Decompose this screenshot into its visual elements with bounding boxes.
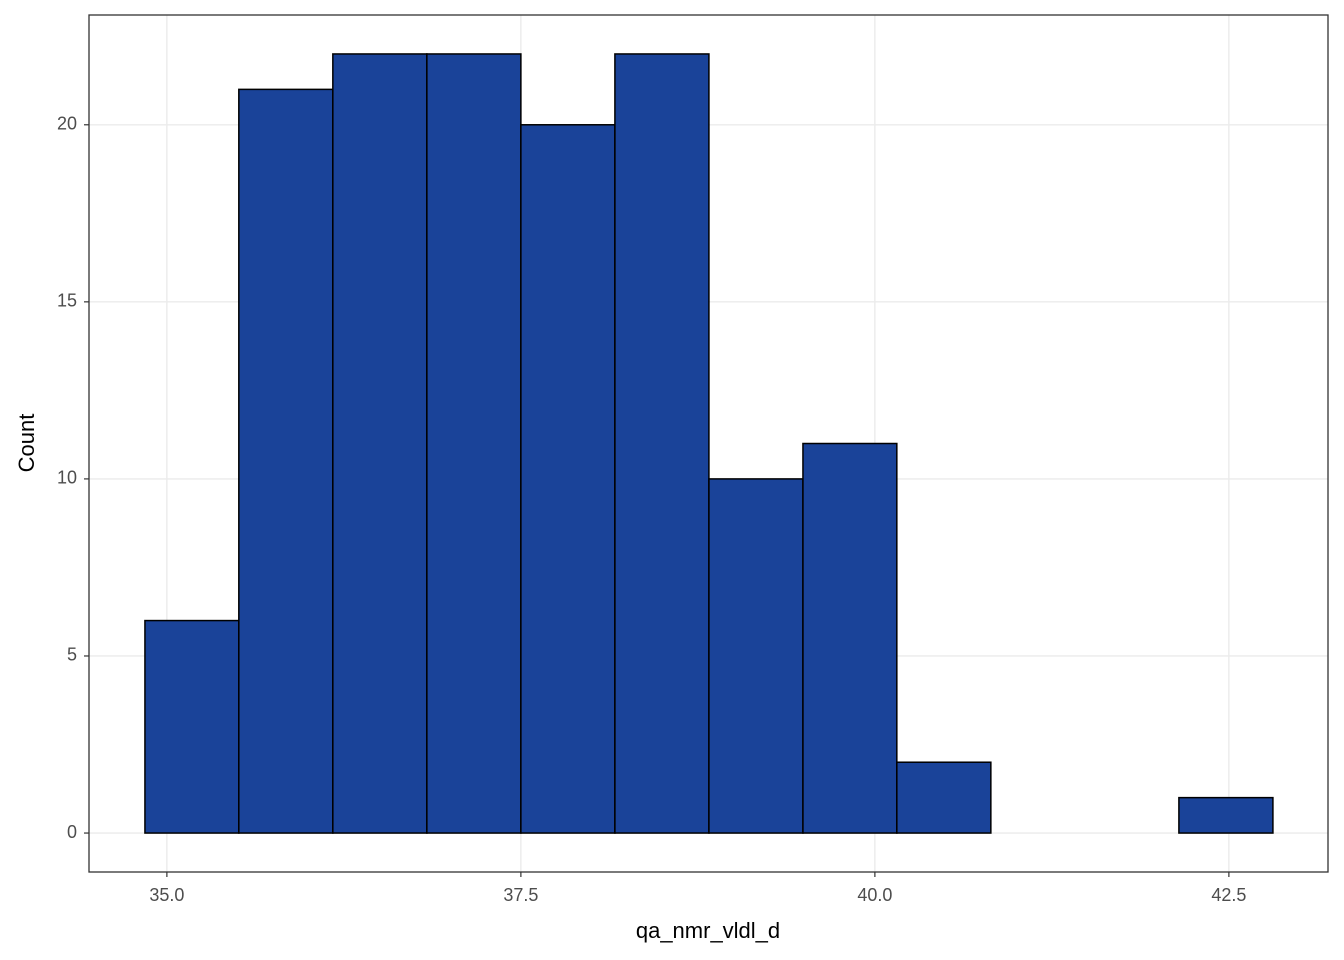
x-axis-title: qa_nmr_vldl_d — [636, 918, 780, 943]
bar — [144, 619, 240, 834]
y-axis-title: Count — [14, 414, 39, 473]
x-tick-label: 42.5 — [1211, 885, 1246, 905]
y-tick-label: 10 — [57, 468, 77, 488]
bar — [896, 761, 992, 834]
x-tick-label: 35.0 — [149, 885, 184, 905]
y-tick-label: 15 — [57, 291, 77, 311]
panel-border — [88, 14, 1329, 873]
bar — [426, 53, 522, 834]
bar — [332, 53, 428, 834]
y-tick-label: 20 — [57, 114, 77, 134]
x-tick-label: 40.0 — [857, 885, 892, 905]
x-tick-label: 37.5 — [503, 885, 538, 905]
bar — [520, 124, 616, 834]
bar — [802, 442, 898, 834]
bar — [238, 88, 334, 834]
bar — [1178, 796, 1274, 834]
y-tick-label: 5 — [67, 645, 77, 665]
bar — [708, 478, 804, 834]
bar — [614, 53, 710, 834]
y-tick-label: 0 — [67, 822, 77, 842]
